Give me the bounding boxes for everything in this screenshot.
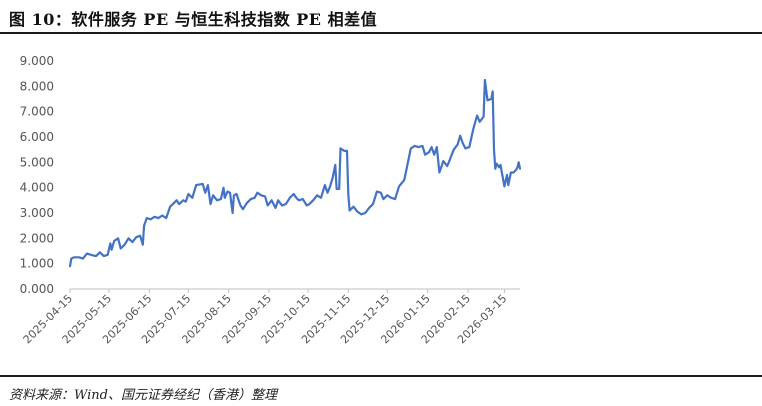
y-tick-label: 7.000 [20,105,54,119]
y-tick-label: 8.000 [20,79,54,93]
y-tick-label: 4.000 [20,181,54,195]
y-tick-label: 6.000 [20,130,54,144]
series-line [68,78,522,268]
y-tick-label: 0.000 [20,282,54,296]
y-tick-label: 5.000 [20,155,54,169]
x-axis: 2025-04-152025-05-152025-06-152025-07-15… [21,289,510,346]
y-axis: 0.000 1.000 2.000 3.000 4.000 5.000 6.000 7.000… [20,54,54,296]
y-tick-label: 2.000 [20,231,54,245]
y-tick-label: 1.000 [20,257,54,271]
bottom-rule [0,375,762,377]
plot-area [68,78,522,268]
figure-title: 图 10：软件服务 PE 与恒生科技指数 PE 相差值 [9,10,378,29]
y-tick-label: 9.000 [20,54,54,68]
y-tick-label: 3.000 [20,206,54,220]
top-rule [0,32,762,34]
source-note: 资料来源：Wind、国元证券经纪（香港）整理 [9,388,277,403]
